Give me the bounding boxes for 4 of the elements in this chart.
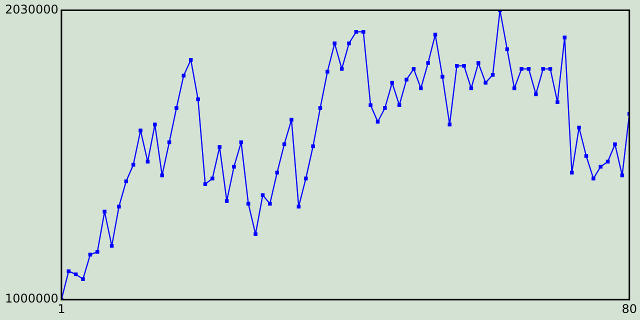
y-tick-label: 1000000: [4, 292, 58, 306]
x-tick-label: 1: [58, 302, 66, 316]
x-tick-label: 80: [622, 302, 638, 316]
y-tick-label: 2030000: [4, 2, 58, 16]
